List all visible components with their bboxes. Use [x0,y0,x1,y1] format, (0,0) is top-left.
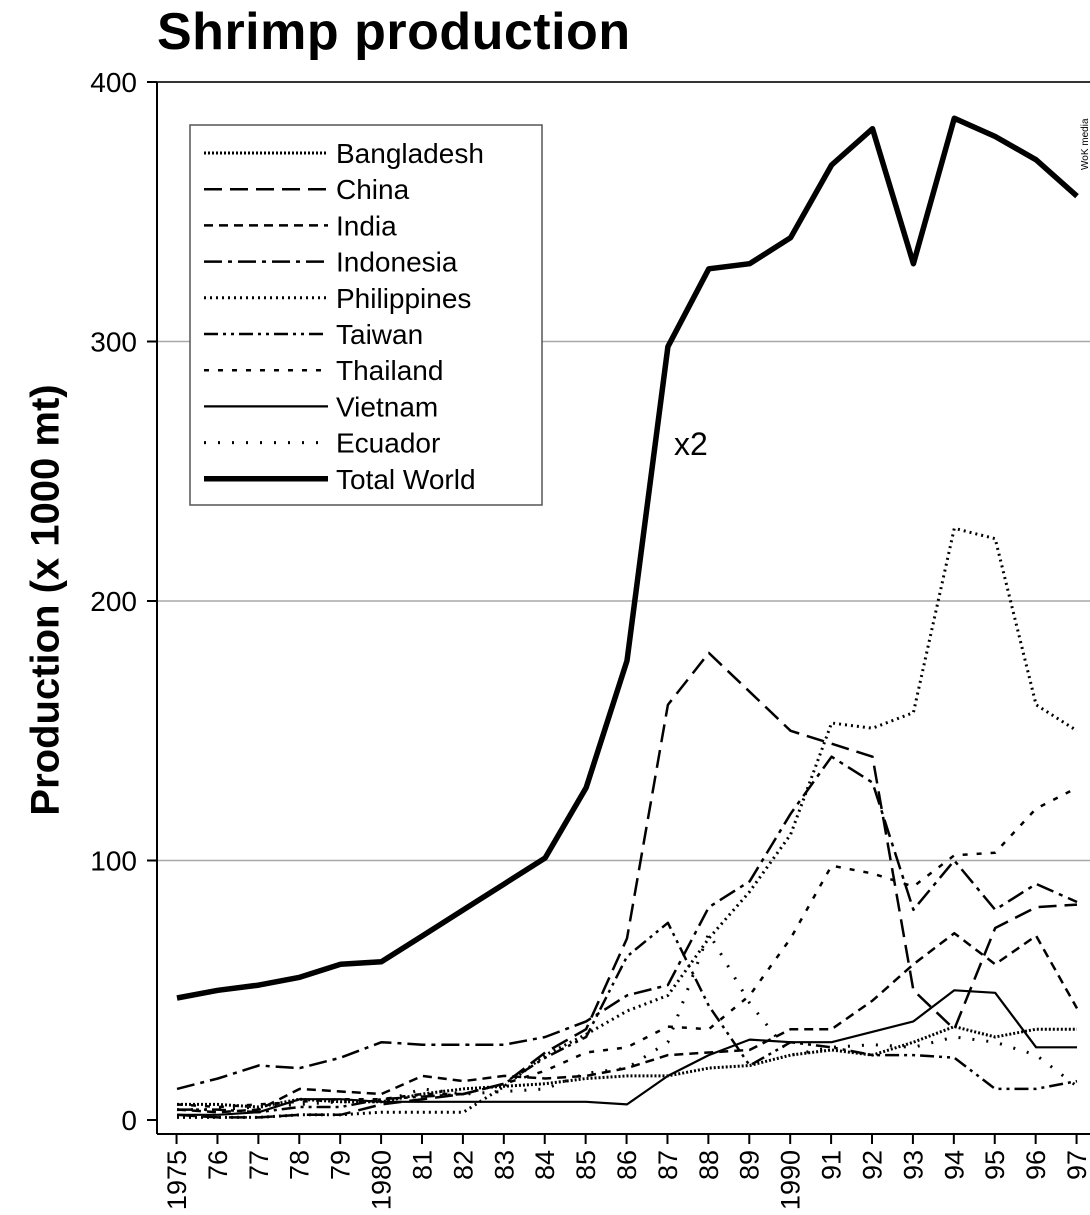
annotation-x2: x2 [674,426,708,462]
axes [156,81,1090,1144]
series-line-philippines [177,526,1078,1119]
x-tick-label-76: 76 [203,1150,233,1180]
x-tick-label-88: 88 [694,1150,724,1180]
x-tick-label-79: 79 [326,1150,356,1180]
x-tick-label-81: 81 [407,1150,437,1180]
series-line-india [176,931,1079,1114]
legend-label-india: India [336,210,397,241]
legend-label-china: China [336,174,410,205]
legend-label-taiwan: Taiwan [336,319,423,350]
x-tick-label-84: 84 [530,1150,560,1180]
legend-label-thailand: Thailand [336,355,443,386]
series-line-china [176,651,1078,1119]
watermark: WoK media [1080,118,1090,170]
series-line-bangladesh [177,1025,1077,1109]
x-tick-label-92: 92 [857,1150,887,1180]
series-lines [176,115,1079,1119]
legend-label-ecuador: Ecuador [336,428,440,459]
x-tick-label-1975: 1975 [162,1150,192,1210]
legend-label-total-world: Total World [336,464,476,495]
chart-title: Shrimp production [157,3,631,61]
y-tick-label-300: 300 [90,327,137,358]
x-tick-label-97: 97 [1062,1150,1090,1180]
series-line-vietnam [177,989,1077,1116]
x-tick-label-1980: 1980 [367,1150,397,1210]
x-tick-label-78: 78 [285,1150,315,1180]
legend: Bangladesh China India Indonesia Philippines… [189,124,543,506]
x-tick-label-82: 82 [448,1150,478,1180]
y-tick-label-0: 0 [121,1105,137,1136]
series-line-ecuador [177,931,1078,1112]
y-tick-label-200: 200 [90,586,137,617]
x-tick-label-95: 95 [980,1150,1010,1180]
tick-labels: 0 100 200 300 400 1975 76 77 78 79 1980 81 82 83 84 85 8… [90,67,1090,1210]
x-tick-label-83: 83 [489,1150,519,1180]
x-tick-label-77: 77 [244,1150,274,1180]
x-tick-label-94: 94 [939,1150,969,1180]
y-tick-label-100: 100 [90,846,137,877]
legend-label-bangladesh: Bangladesh [336,138,484,169]
legend-label-vietnam: Vietnam [336,391,438,422]
x-tick-label-85: 85 [571,1150,601,1180]
legend-label-indonesia: Indonesia [336,247,458,278]
x-tick-label-89: 89 [735,1150,765,1180]
x-tick-label-87: 87 [653,1150,683,1180]
x-tick-label-93: 93 [898,1150,928,1180]
x-tick-label-96: 96 [1021,1150,1051,1180]
series-line-indonesia [176,755,1078,1091]
y-tick-label-400: 400 [90,67,137,98]
legend-box [189,124,543,506]
series-line-taiwan [177,921,1078,1114]
legend-label-philippines: Philippines [336,283,471,314]
series-line-total-world [176,115,1079,1001]
series-line-thailand [176,786,1078,1109]
x-tick-label-1990: 1990 [776,1150,806,1210]
x-tick-label-86: 86 [612,1150,642,1180]
x-tick-label-91: 91 [817,1150,847,1180]
